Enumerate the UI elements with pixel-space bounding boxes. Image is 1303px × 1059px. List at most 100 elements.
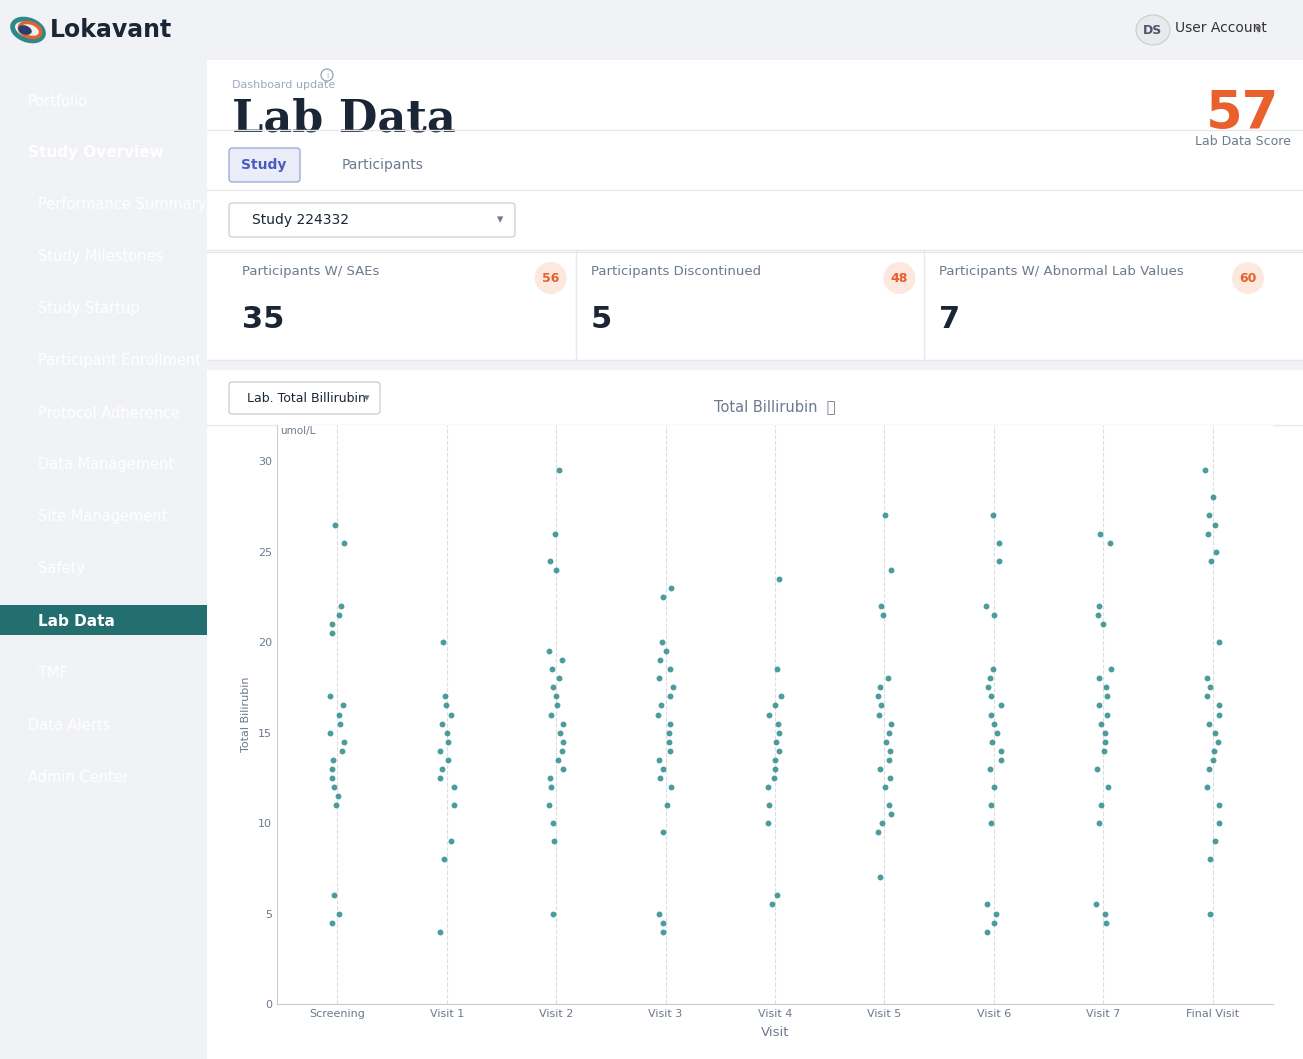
Point <box>440 832 461 849</box>
Point <box>1205 724 1226 741</box>
Point <box>769 742 790 759</box>
Point <box>438 733 459 750</box>
Point <box>542 905 563 922</box>
Point <box>657 796 678 813</box>
Point <box>1197 670 1218 687</box>
Ellipse shape <box>1136 15 1170 44</box>
Point <box>658 724 679 741</box>
Text: Study Overview: Study Overview <box>27 145 164 161</box>
Point <box>430 769 451 786</box>
Point <box>649 905 670 922</box>
Point <box>981 733 1002 750</box>
Point <box>1095 724 1115 741</box>
Point <box>539 769 560 786</box>
Point <box>552 715 573 732</box>
Point <box>982 661 1003 678</box>
Point <box>989 534 1010 551</box>
Point <box>878 670 899 687</box>
Point <box>1200 679 1221 696</box>
Point <box>880 769 900 786</box>
Text: Participants W/ Abnormal Lab Values: Participants W/ Abnormal Lab Values <box>939 265 1184 279</box>
Point <box>322 625 343 642</box>
Point <box>658 733 679 750</box>
Point <box>1093 742 1114 759</box>
Text: Performance Summary: Performance Summary <box>38 197 206 213</box>
Point <box>546 688 567 705</box>
Point <box>765 760 786 777</box>
Point <box>976 896 997 913</box>
Point <box>1199 507 1220 524</box>
Point <box>1208 733 1229 750</box>
Point <box>1203 742 1224 759</box>
Point <box>1204 832 1225 849</box>
Point <box>881 561 902 578</box>
Point <box>541 778 562 795</box>
Point <box>990 742 1011 759</box>
Text: 5: 5 <box>590 305 612 334</box>
Point <box>1209 633 1230 650</box>
Y-axis label: Total Bilirubin: Total Bilirubin <box>241 677 251 752</box>
Text: Lab. Total Billirubin: Lab. Total Billirubin <box>248 392 366 405</box>
Text: Study 224332: Study 224332 <box>251 213 349 227</box>
Point <box>661 579 681 596</box>
Point <box>331 597 352 614</box>
Point <box>868 688 889 705</box>
Text: 7: 7 <box>939 305 960 334</box>
Point <box>1088 607 1109 624</box>
Point <box>1091 715 1111 732</box>
Point <box>1098 778 1119 795</box>
Point <box>1093 615 1114 632</box>
Text: Site Management: Site Management <box>38 509 167 524</box>
Point <box>443 778 464 795</box>
Point <box>1200 552 1221 569</box>
Point <box>649 769 670 786</box>
Point <box>990 751 1011 768</box>
Point <box>324 516 345 533</box>
Text: TMF: TMF <box>38 665 68 681</box>
Point <box>322 615 343 632</box>
Text: Study: Study <box>241 158 287 172</box>
Point <box>653 914 674 931</box>
Point <box>1089 597 1110 614</box>
Point <box>649 670 670 687</box>
Text: Lab Data: Lab Data <box>38 613 115 628</box>
Point <box>757 814 778 831</box>
Point <box>549 670 569 687</box>
Point <box>1096 706 1117 723</box>
Point <box>431 760 452 777</box>
Point <box>881 715 902 732</box>
Point <box>328 905 349 922</box>
Bar <box>207 370 1303 1059</box>
Point <box>431 715 452 732</box>
Point <box>757 778 778 795</box>
Point <box>1200 850 1221 867</box>
Point <box>870 679 891 696</box>
Point <box>878 796 899 813</box>
Title: Total Billirubin  ⓘ: Total Billirubin ⓘ <box>714 399 835 414</box>
Point <box>443 796 464 813</box>
Point <box>1085 896 1106 913</box>
Point <box>546 697 567 714</box>
Point <box>1096 679 1117 696</box>
Point <box>870 697 891 714</box>
Point <box>880 742 900 759</box>
Point <box>543 832 564 849</box>
Circle shape <box>883 262 915 294</box>
Point <box>982 507 1003 524</box>
Text: umol/L: umol/L <box>280 426 315 436</box>
Text: ▾: ▾ <box>364 393 370 403</box>
Point <box>977 923 998 940</box>
Point <box>326 796 347 813</box>
Point <box>873 607 894 624</box>
FancyBboxPatch shape <box>229 148 300 182</box>
Point <box>767 571 788 588</box>
Point <box>872 814 893 831</box>
Point <box>1088 814 1109 831</box>
Point <box>980 670 1001 687</box>
Point <box>322 914 343 931</box>
Point <box>980 814 1001 831</box>
Point <box>543 814 564 831</box>
Point <box>1195 462 1216 479</box>
Point <box>661 778 681 795</box>
Point <box>980 796 1001 813</box>
